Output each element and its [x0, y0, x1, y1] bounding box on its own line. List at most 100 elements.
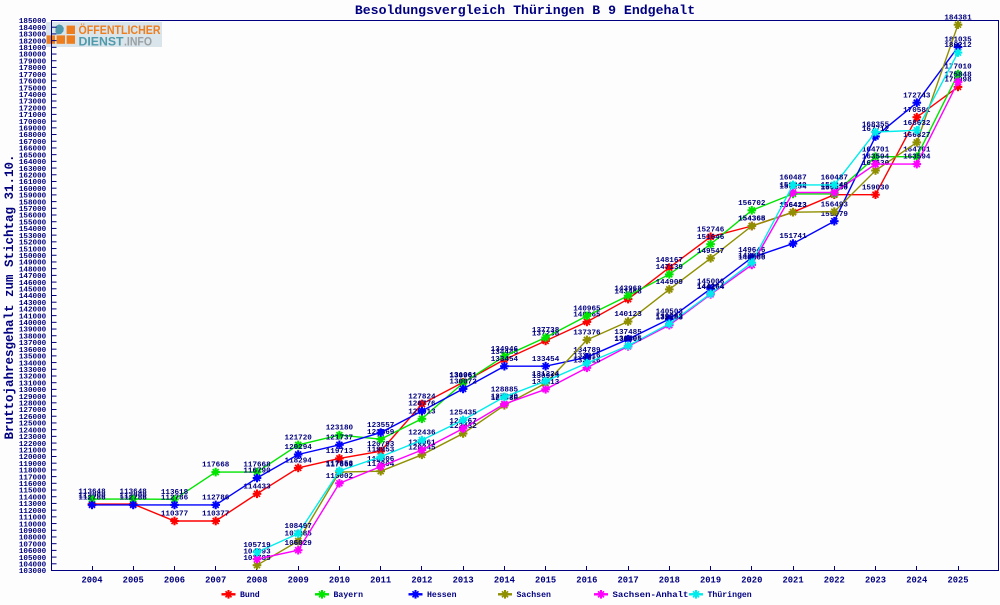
svg-text:122436: 122436 [408, 430, 436, 438]
svg-text:113618: 113618 [161, 489, 189, 497]
svg-text:130961: 130961 [449, 373, 477, 381]
svg-text:145006: 145006 [697, 278, 725, 286]
svg-text:117669: 117669 [326, 462, 354, 470]
svg-text:164701: 164701 [903, 146, 931, 154]
svg-text:126776: 126776 [408, 401, 436, 409]
svg-text:133454: 133454 [491, 356, 519, 364]
svg-text:2004: 2004 [81, 575, 103, 585]
svg-text:108000: 108000 [19, 535, 47, 543]
svg-text:Hessen: Hessen [427, 591, 457, 600]
svg-text:117853: 117853 [326, 461, 354, 469]
svg-text:169000: 169000 [19, 126, 47, 134]
svg-text:106000: 106000 [19, 548, 47, 556]
svg-text:155000: 155000 [19, 219, 47, 227]
svg-text:2009: 2009 [288, 575, 309, 585]
svg-text:132000: 132000 [19, 374, 47, 382]
svg-text:180212: 180212 [944, 42, 972, 50]
svg-text:170581: 170581 [903, 107, 931, 115]
svg-text:131000: 131000 [19, 380, 47, 388]
svg-text:181035: 181035 [944, 37, 972, 45]
svg-text:144000: 144000 [19, 293, 47, 301]
svg-text:112786: 112786 [78, 495, 106, 503]
svg-text:2014: 2014 [494, 575, 516, 585]
svg-text:137000: 137000 [19, 340, 47, 348]
svg-text:114433: 114433 [243, 483, 271, 491]
svg-text:130072: 130072 [449, 379, 477, 387]
svg-text:120000: 120000 [19, 454, 47, 462]
svg-text:2020: 2020 [741, 575, 762, 585]
svg-text:143968: 143968 [614, 285, 642, 293]
svg-text:112000: 112000 [19, 508, 47, 516]
svg-text:112786: 112786 [120, 495, 148, 503]
svg-text:137485: 137485 [614, 329, 642, 337]
svg-text:149646: 149646 [738, 247, 766, 255]
svg-text:144264: 144264 [697, 283, 725, 291]
svg-text:112786: 112786 [161, 495, 189, 503]
svg-text:141000: 141000 [19, 313, 47, 321]
svg-text:157000: 157000 [19, 206, 47, 214]
svg-text:154368: 154368 [738, 216, 766, 224]
svg-text:171000: 171000 [19, 112, 47, 120]
svg-text:164701: 164701 [862, 146, 890, 154]
svg-text:.INFO: .INFO [124, 35, 152, 48]
svg-text:104000: 104000 [19, 561, 47, 569]
svg-text:2011: 2011 [370, 575, 391, 585]
svg-text:105719: 105719 [243, 542, 271, 550]
svg-text:131224: 131224 [532, 371, 560, 379]
svg-text:168000: 168000 [19, 132, 47, 140]
svg-text:134000: 134000 [19, 360, 47, 368]
svg-text:156423: 156423 [779, 202, 807, 210]
svg-text:160487: 160487 [779, 175, 807, 183]
svg-text:123000: 123000 [19, 434, 47, 442]
svg-text:130000: 130000 [19, 387, 47, 395]
svg-text:183000: 183000 [19, 32, 47, 40]
svg-text:161000: 161000 [19, 179, 47, 187]
svg-text:Sachsen-Anhalt: Sachsen-Anhalt [613, 590, 689, 600]
svg-text:123180: 123180 [326, 425, 354, 433]
svg-text:177000: 177000 [19, 72, 47, 80]
svg-text:2023: 2023 [865, 575, 886, 585]
svg-text:160000: 160000 [19, 186, 47, 194]
svg-text:134946: 134946 [491, 346, 519, 354]
svg-text:130914: 130914 [532, 373, 560, 381]
svg-text:151646: 151646 [697, 234, 725, 242]
svg-text:Besoldungsvergleich Thüringen: Besoldungsvergleich Thüringen B 9 Endgeh… [355, 3, 695, 18]
svg-text:181000: 181000 [19, 45, 47, 53]
svg-text:121737: 121737 [326, 434, 354, 442]
svg-text:2013: 2013 [453, 575, 474, 585]
svg-text:2015: 2015 [535, 575, 556, 585]
svg-text:175000: 175000 [19, 85, 47, 93]
svg-text:184000: 184000 [19, 25, 47, 33]
svg-text:Bund: Bund [240, 590, 260, 600]
svg-text:121720: 121720 [285, 435, 313, 443]
svg-text:136000: 136000 [19, 347, 47, 355]
svg-text:173000: 173000 [19, 99, 47, 107]
svg-text:154000: 154000 [19, 226, 47, 234]
svg-text:115000: 115000 [19, 488, 47, 496]
svg-text:152746: 152746 [697, 226, 725, 234]
svg-text:116000: 116000 [19, 481, 47, 489]
svg-text:154365: 154365 [738, 216, 766, 224]
svg-text:177010: 177010 [944, 64, 972, 72]
svg-text:2007: 2007 [205, 575, 226, 585]
svg-text:163000: 163000 [19, 166, 47, 174]
svg-text:122000: 122000 [19, 441, 47, 449]
svg-text:Sachsen: Sachsen [517, 590, 551, 600]
svg-text:163594: 163594 [862, 154, 890, 162]
svg-text:2019: 2019 [700, 575, 721, 585]
svg-text:121000: 121000 [19, 447, 47, 455]
svg-text:Bayern: Bayern [334, 591, 364, 600]
svg-text:126000: 126000 [19, 414, 47, 422]
svg-text:128885: 128885 [491, 387, 519, 395]
svg-text:140503: 140503 [656, 309, 684, 317]
svg-text:172743: 172743 [903, 92, 931, 100]
svg-text:2018: 2018 [659, 575, 680, 585]
svg-text:ÖFFENTLICHER: ÖFFENTLICHER [79, 24, 162, 37]
svg-text:140123: 140123 [614, 311, 642, 319]
svg-text:151000: 151000 [19, 246, 47, 254]
svg-text:172000: 172000 [19, 105, 47, 113]
svg-text:156413: 156413 [779, 202, 807, 210]
svg-text:119953: 119953 [367, 446, 395, 454]
svg-text:119713: 119713 [326, 448, 354, 456]
svg-text:119000: 119000 [19, 461, 47, 469]
